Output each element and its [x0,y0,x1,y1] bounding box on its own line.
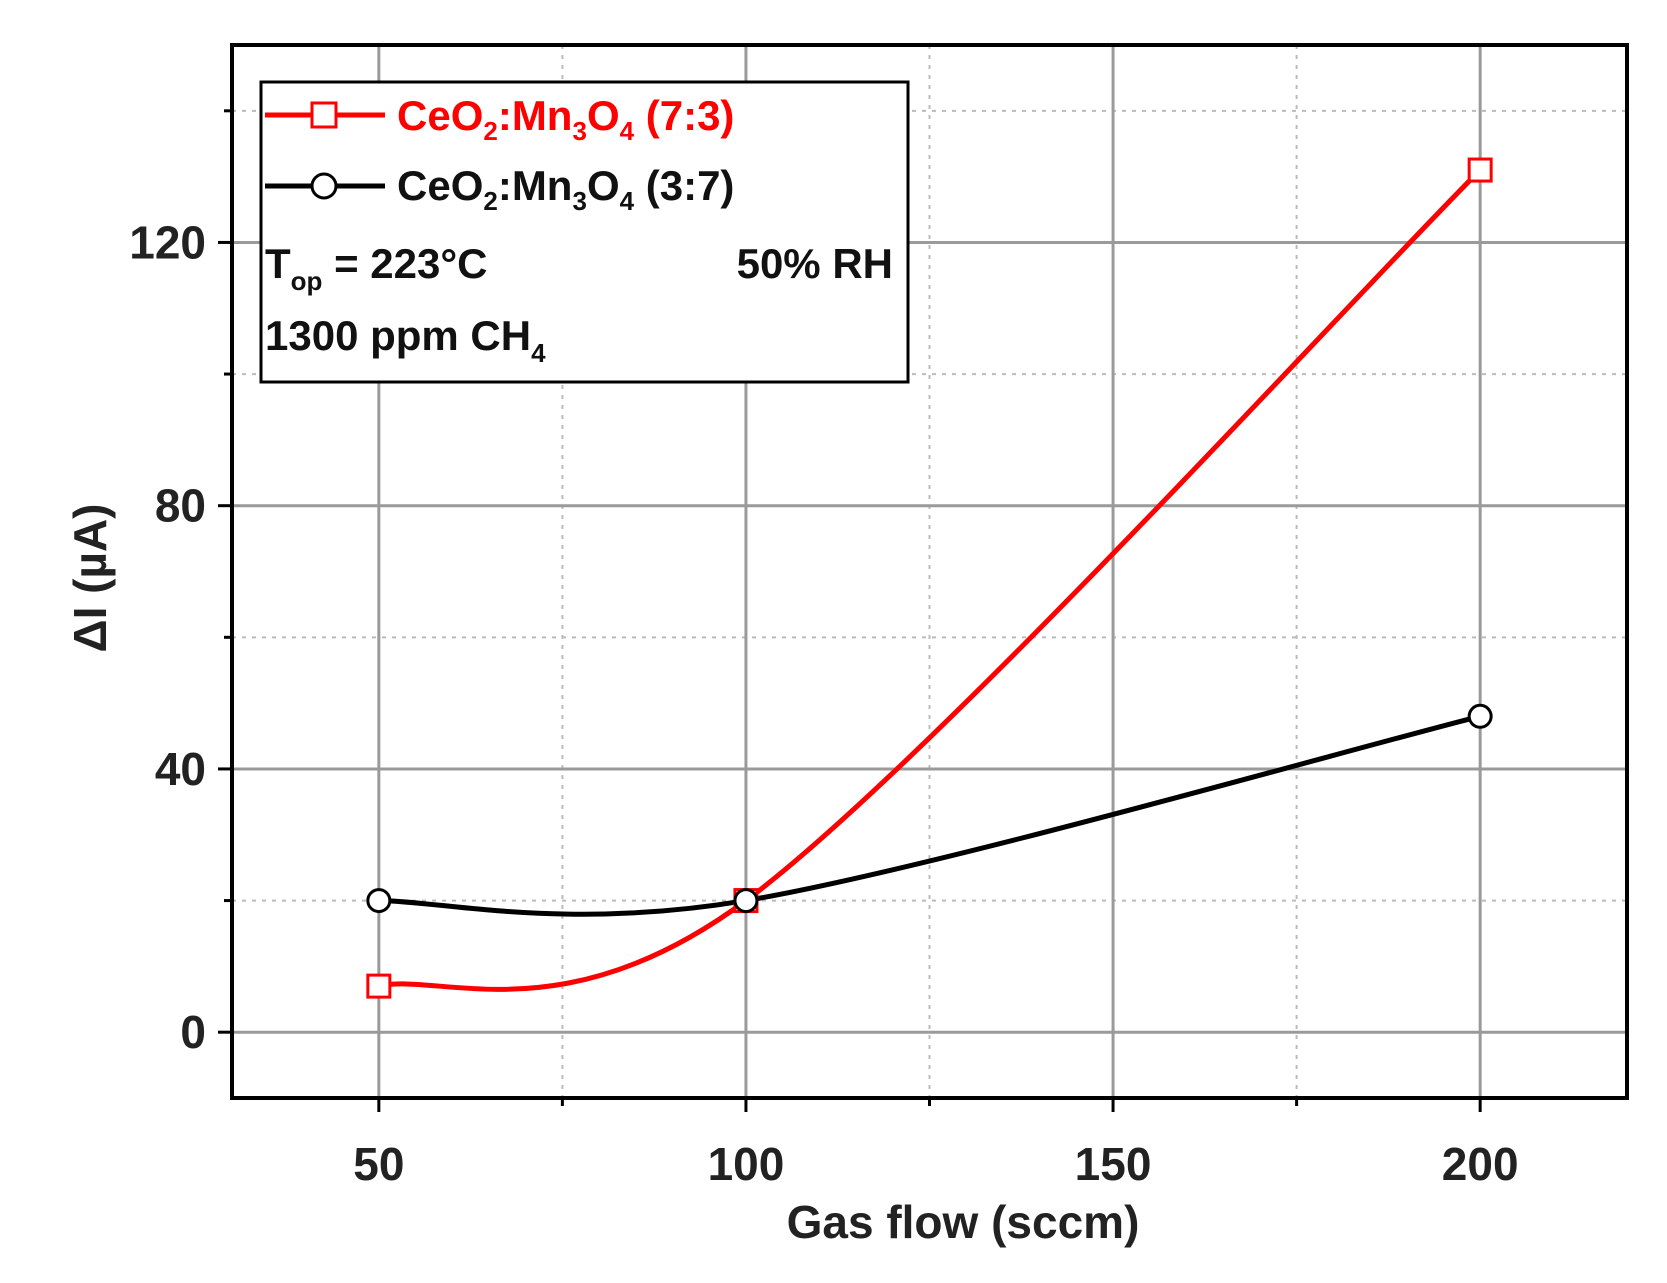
legend-label-series-2: CeO2:Mn3O4 (3:7) [397,162,734,216]
series-lines [378,168,1482,992]
operating-temperature-note: Top = 223°C [265,240,488,296]
legend-item-series-2: CeO2:Mn3O4 (3:7) [265,162,734,216]
x-tick-label: 100 [708,1138,785,1190]
y-tick-label: 40 [155,743,206,795]
legend-label-series-1: CeO2:Mn3O4 (7:3) [397,92,734,146]
y-tick-label: 0 [180,1006,206,1058]
data-point-series-1 [1467,157,1493,183]
legend-marker-square [310,101,338,129]
data-point-series-1 [366,973,392,999]
concentration-note: 1300 ppm CH4 [265,312,546,368]
legend: CeO2:Mn3O4 (7:3) CeO2:Mn3O4 (3:7) Top = … [259,80,910,384]
axis-ticks [218,109,1482,1112]
data-point-series-2 [1467,703,1493,729]
series-line-2 [378,713,1481,917]
legend-box [259,80,910,384]
x-tick-label: 150 [1075,1138,1152,1190]
series-line-1 [378,168,1482,992]
series-markers [366,157,1493,999]
x-tick-label: 50 [353,1138,404,1190]
data-point-series-2 [733,888,759,914]
x-tick-label: 200 [1442,1138,1519,1190]
x-axis-title: Gas flow (sccm) [787,1196,1140,1248]
y-axis-title: ΔI (µA) [64,504,116,653]
y-tick-label: 120 [129,216,206,268]
y-tick-label: 80 [155,480,206,532]
tick-labels: 50 100 150 200 0 40 80 120 [129,216,1518,1190]
humidity-note: 50% RH [737,240,893,287]
legend-item-series-1: CeO2:Mn3O4 (7:3) [265,92,734,146]
data-point-series-2 [366,888,392,914]
legend-marker-circle [310,172,338,200]
